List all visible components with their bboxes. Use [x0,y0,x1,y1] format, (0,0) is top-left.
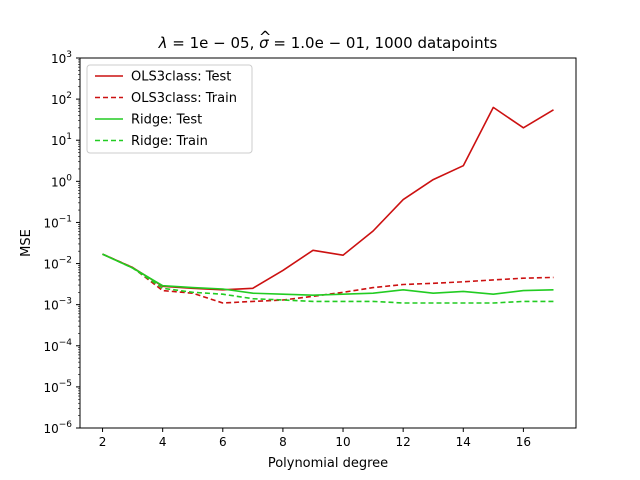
y-tick-label: 10−3 [43,297,72,313]
plot-frame [79,57,577,429]
y-tick-label: 103 [51,50,72,66]
y-tick-label: 10−2 [43,256,72,272]
legend-label: Ridge: Test [131,113,202,128]
y-tick-label: 10−6 [43,420,72,436]
series-line-ridge-test [102,253,554,297]
x-tick-label: 6 [219,435,227,449]
series-line-ridge-train [102,253,554,304]
y-tick-label: 10−5 [43,379,72,395]
y-tick-label: 102 [51,91,72,107]
x-tick-label: 8 [279,435,287,449]
legend-label: Ridge: Train [131,134,208,149]
legend-box [86,64,253,154]
x-tick-label: 2 [99,435,107,449]
chart-title: λ = 1e − 05, σ = 1.0e − 01, 1000 datapoi… [158,34,498,52]
y-axis: 10−6 10−5 10−4 10−3 10−2 10−1 100 101 102 103 [43,50,80,436]
x-tick-label: 4 [159,435,167,449]
plot-layer [102,106,554,304]
y-axis-label: MSE [19,229,34,257]
x-tick-label: 16 [516,435,531,449]
title-sigma-hat: ^ [259,28,272,46]
x-axis: 2 4 6 8 10 12 14 16 [99,428,531,449]
legend-label: OLS3class: Test [131,70,231,85]
y-tick-label: 100 [51,173,72,189]
x-axis-label: Polynomial degree [268,456,388,471]
x-tick-label: 12 [396,435,411,449]
legend-label: OLS3class: Train [131,91,237,106]
legend: OLS3class: Test OLS3class: Train Ridge: Te… [86,64,253,154]
y-tick-label: 10−4 [43,338,72,354]
series-line-ols3class-train [102,253,554,304]
y-tick-label: 101 [51,132,72,148]
x-tick-label: 14 [456,435,471,449]
x-tick-label: 10 [335,435,350,449]
y-tick-label: 10−1 [43,214,72,230]
